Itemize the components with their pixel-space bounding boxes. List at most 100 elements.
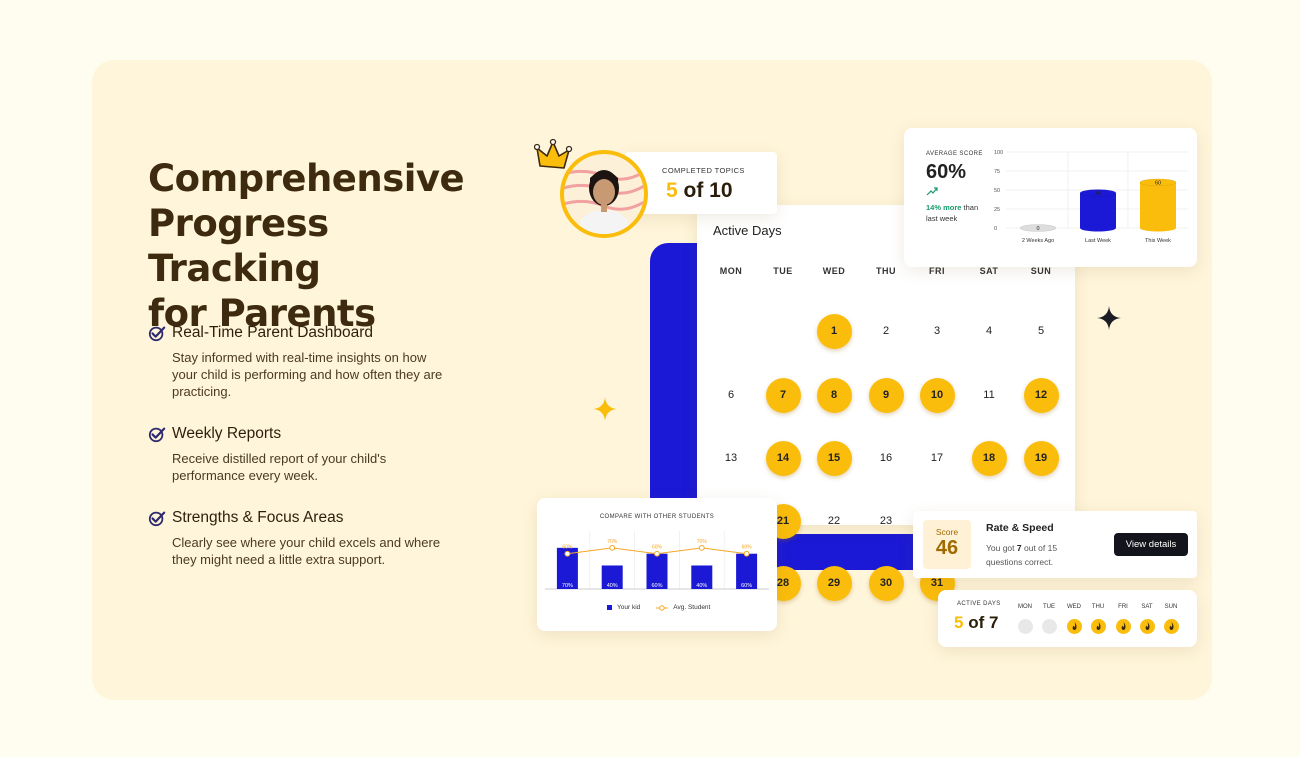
avg-student-label: 60%	[652, 545, 663, 551]
desc-suffix: out of 15 questions correct.	[986, 543, 1058, 567]
calendar-day[interactable]: 16	[879, 452, 893, 464]
your-kid-bar	[736, 553, 758, 589]
completed-topics-label: COMPLETED TOPICS	[662, 166, 745, 175]
streak-flame-icon	[1163, 619, 1179, 634]
calendar-title: Active Days	[713, 223, 782, 238]
score-bar	[1079, 189, 1117, 232]
active-days-count: 5	[954, 613, 964, 632]
avg-student-point	[698, 544, 705, 551]
calendar-day[interactable]: 15	[816, 440, 852, 476]
avg-student-label: 70%	[697, 539, 708, 545]
calendar-day[interactable]: 8	[816, 377, 852, 413]
calendar-day[interactable]: 5	[1037, 325, 1045, 337]
score-badge: Score 46	[923, 520, 971, 569]
average-score-chart: 100 75 50 25 0 0 2 Weeks Ago 46 Last Week 60 This …	[994, 150, 1188, 244]
calendar-day[interactable]: 3	[933, 325, 941, 337]
bar-value-label: 60	[1155, 180, 1161, 186]
calendar-weekday-sat: SAT	[979, 266, 999, 276]
check-badge-icon	[148, 511, 166, 527]
crown-icon	[534, 138, 573, 169]
title-line-1: Comprehensive	[148, 157, 465, 200]
avatar	[560, 150, 648, 238]
your-kid-bar-label: 40%	[607, 583, 618, 589]
average-score-value: 60%	[926, 161, 967, 183]
your-kid-bar-label: 60%	[741, 583, 752, 589]
legend-avg-student: Avg. Student	[656, 604, 710, 611]
active-day-label: WED	[1067, 604, 1081, 610]
feature-realtime-dashboard: Real-Time Parent Dashboard Stay informed…	[148, 324, 448, 400]
avg-student-label: 60%	[562, 545, 573, 551]
your-kid-bar-label: 70%	[562, 583, 573, 589]
calendar-day[interactable]: 2	[882, 325, 890, 337]
score-label: Score	[935, 527, 959, 537]
legend-swatch-avg	[656, 604, 669, 611]
calendar-day[interactable]: 10	[919, 377, 955, 413]
your-kid-bar-label: 40%	[696, 583, 707, 589]
streak-flame-icon	[1115, 619, 1131, 634]
calendar-day[interactable]: 18	[971, 440, 1007, 476]
streak-flame-icon	[1139, 619, 1155, 634]
bar-value-label: 46	[1095, 191, 1101, 197]
calendar-day[interactable]: 14	[765, 440, 801, 476]
feature-title: Weekly Reports	[172, 425, 282, 442]
rate-speed-title: Rate & Speed	[986, 522, 1054, 534]
completed-total: of 10	[683, 179, 733, 202]
completed-topics-card: COMPLETED TOPICS 5 of 10	[625, 152, 777, 214]
flame-icon	[1145, 622, 1150, 630]
view-details-button[interactable]: View details	[1114, 533, 1188, 556]
title-line-2: Progress Tracking	[148, 202, 329, 290]
completed-count: 5	[666, 179, 678, 202]
average-score-card: AVERAGE SCORE 60% 14% more than last wee…	[904, 128, 1197, 267]
flame-icon	[1072, 622, 1077, 630]
calendar-day[interactable]: 11	[983, 389, 995, 401]
calendar-day[interactable]: 23	[879, 515, 893, 527]
y-tick-label: 0	[994, 226, 997, 232]
active-day-label: TUE	[1043, 604, 1055, 610]
compare-legend: Your kid Avg. Student	[607, 604, 710, 611]
calendar-day[interactable]: 19	[1023, 440, 1059, 476]
feature-title: Strengths & Focus Areas	[172, 509, 344, 526]
active-day-label: SAT	[1141, 604, 1153, 610]
desc-prefix: You got	[986, 543, 1017, 553]
calendar-weekday-mon: MON	[719, 266, 743, 276]
calendar-day[interactable]: 29	[816, 565, 852, 601]
x-category-label: 2 Weeks Ago	[1022, 238, 1054, 244]
sparkle-icon	[1097, 306, 1121, 330]
calendar-day[interactable]: 7	[765, 377, 801, 413]
calendar-day[interactable]: 1	[816, 313, 852, 349]
decorative-blue-band	[776, 534, 916, 570]
calendar-weekday-wed: WED	[822, 266, 846, 276]
average-score-label: AVERAGE SCORE	[926, 151, 983, 157]
calendar-day[interactable]: 30	[868, 565, 904, 601]
y-tick-label: 25	[994, 207, 1000, 213]
calendar-day[interactable]: 13	[724, 452, 738, 464]
calendar-day[interactable]: 9	[868, 377, 904, 413]
your-kid-bar	[601, 565, 623, 589]
your-kid-bar	[691, 565, 713, 589]
active-days-label: ACTIVE DAYS	[957, 601, 1001, 607]
calendar-weekday-thu: THU	[876, 266, 896, 276]
legend-avg-label: Avg. Student	[673, 604, 711, 611]
feature-description: Receive distilled report of your child's…	[172, 451, 387, 483]
trend-amount: 14% more	[926, 203, 962, 212]
calendar-day[interactable]: 12	[1023, 377, 1059, 413]
flame-icon	[1096, 622, 1101, 630]
student-photo-icon	[564, 154, 644, 234]
trend-up-icon	[926, 187, 938, 196]
your-kid-bar-label: 60%	[651, 583, 662, 589]
active-day-label: MON	[1018, 604, 1032, 610]
compare-title: COMPARE WITH OTHER STUDENTS	[599, 514, 715, 520]
y-tick-label: 75	[994, 169, 1000, 175]
rate-speed-desc: You got 7 out of 15 questions correct.	[986, 541, 1091, 569]
calendar-day[interactable]: 22	[827, 515, 841, 527]
calendar-day[interactable]: 4	[985, 325, 993, 337]
calendar-day[interactable]: 6	[727, 389, 735, 401]
page-title: Comprehensive Progress Tracking for Pare…	[148, 156, 508, 336]
rate-speed-card: Score 46 Rate & Speed You got 7 out of 1…	[913, 511, 1197, 578]
x-category-label: This Week	[1145, 238, 1171, 244]
flame-icon	[1169, 622, 1174, 630]
check-badge-icon	[148, 427, 166, 443]
calendar-day[interactable]: 17	[930, 452, 944, 464]
score-bar	[1019, 224, 1057, 232]
flame-icon	[1121, 622, 1126, 630]
